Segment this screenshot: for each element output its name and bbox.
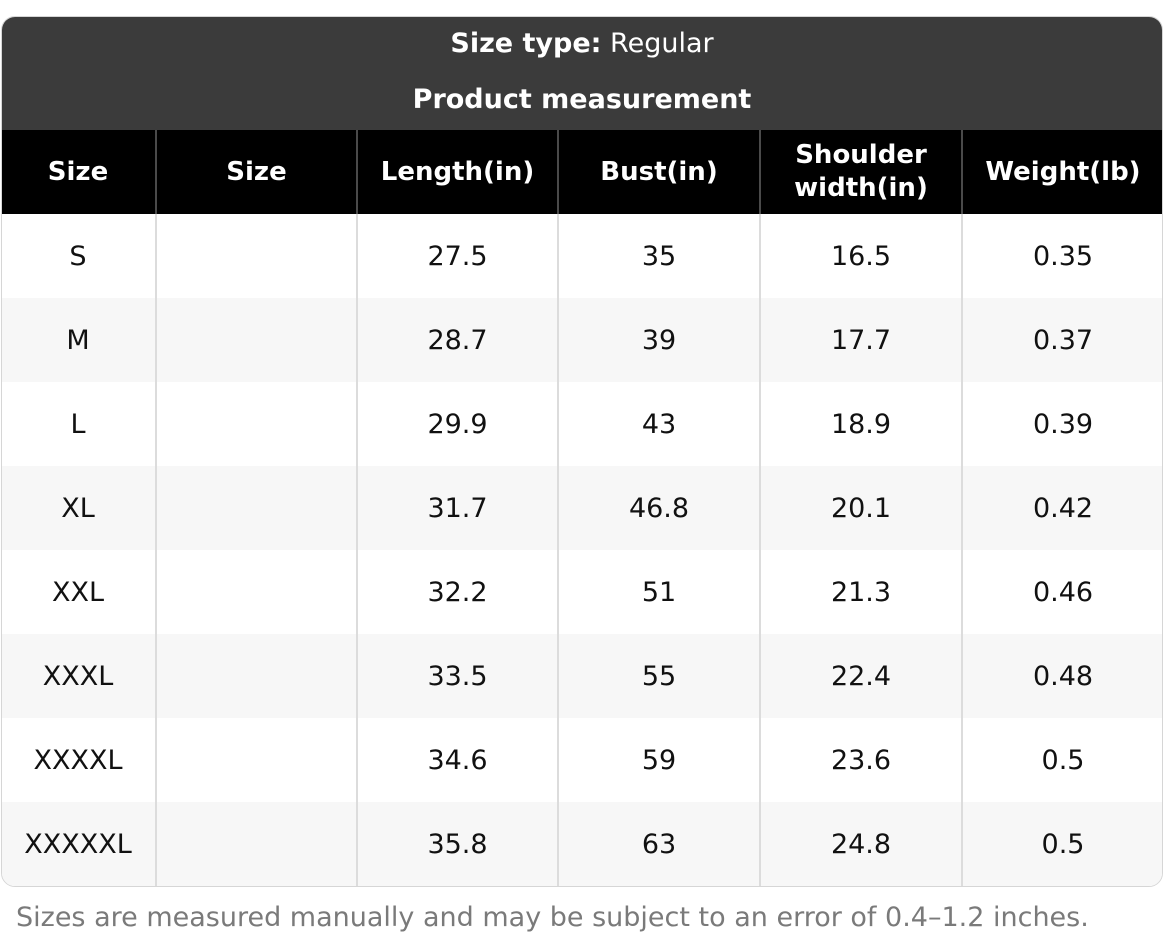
table-cell: XL	[2, 466, 156, 550]
table-row: S 27.5 35 16.5 0.35	[2, 214, 1162, 298]
table-cell: 23.6	[759, 718, 962, 802]
table-cell: M	[2, 298, 156, 382]
table-row: XL 31.7 46.8 20.1 0.42	[2, 466, 1162, 550]
size-chart-header: Size type: Regular Product measurement	[2, 17, 1162, 130]
table-cell	[155, 550, 357, 634]
table-cell: 24.8	[759, 802, 962, 886]
table-cell: 0.42	[961, 466, 1162, 550]
table-row: XXL 32.2 51 21.3 0.46	[2, 550, 1162, 634]
table-cell: 32.2	[356, 550, 558, 634]
table-cell: 34.6	[356, 718, 558, 802]
table-cell: XXXXXL	[2, 802, 156, 886]
table-cell: 35.8	[356, 802, 558, 886]
table-row: XXXXL 34.6 59 23.6 0.5	[2, 718, 1162, 802]
table-cell: 35	[557, 214, 760, 298]
table-cell: XXXXL	[2, 718, 156, 802]
size-chart-card: Size type: Regular Product measurement S…	[1, 16, 1163, 887]
table-row: M 28.7 39 17.7 0.37	[2, 298, 1162, 382]
table-header-row: Size Size Length(in) Bust(in) Shoulder w…	[2, 130, 1162, 214]
table-cell: 16.5	[759, 214, 962, 298]
table-cell: XXXL	[2, 634, 156, 718]
size-type-value: Regular	[610, 28, 714, 59]
table-cell: 51	[557, 550, 760, 634]
table-cell: XXL	[2, 550, 156, 634]
table-row: XXXXXL 35.8 63 24.8 0.5	[2, 802, 1162, 886]
product-measurement-title: Product measurement	[412, 84, 752, 115]
table-cell: 31.7	[356, 466, 558, 550]
size-type-line: Size type: Regular	[2, 27, 1162, 61]
table-cell: 55	[557, 634, 760, 718]
table-cell: L	[2, 382, 156, 466]
table-cell	[155, 634, 357, 718]
column-header: Weight(lb)	[961, 130, 1162, 214]
table-cell: 63	[557, 802, 760, 886]
table-cell: 46.8	[557, 466, 760, 550]
table-cell: 18.9	[759, 382, 962, 466]
table-cell: 0.48	[961, 634, 1162, 718]
table-cell	[155, 718, 357, 802]
table-cell: 33.5	[356, 634, 558, 718]
table-cell	[155, 214, 357, 298]
column-header: Bust(in)	[557, 130, 760, 214]
table-cell: 0.5	[961, 802, 1162, 886]
table-cell: 28.7	[356, 298, 558, 382]
column-header: Size	[155, 130, 357, 214]
table-cell: 0.35	[961, 214, 1162, 298]
table-row: XXXL 33.5 55 22.4 0.48	[2, 634, 1162, 718]
table-cell: 59	[557, 718, 760, 802]
column-header: Shoulder width(in)	[759, 130, 962, 214]
table-cell: 39	[557, 298, 760, 382]
table-cell	[155, 382, 357, 466]
table-cell	[155, 466, 357, 550]
column-header: Length(in)	[356, 130, 558, 214]
column-header: Size	[2, 130, 156, 214]
table-cell: 0.5	[961, 718, 1162, 802]
table-cell: 22.4	[759, 634, 962, 718]
size-type-label: Size type:	[450, 28, 602, 59]
table-cell: 0.39	[961, 382, 1162, 466]
table-cell	[155, 802, 357, 886]
table-cell	[155, 298, 357, 382]
measurement-disclaimer: Sizes are measured manually and may be s…	[16, 902, 1089, 933]
size-table: Size Size Length(in) Bust(in) Shoulder w…	[2, 130, 1162, 886]
table-cell: 0.37	[961, 298, 1162, 382]
table-cell: 29.9	[356, 382, 558, 466]
table-cell: 20.1	[759, 466, 962, 550]
table-cell: S	[2, 214, 156, 298]
table-row: L 29.9 43 18.9 0.39	[2, 382, 1162, 466]
table-cell: 21.3	[759, 550, 962, 634]
table-cell: 43	[557, 382, 760, 466]
table-cell: 17.7	[759, 298, 962, 382]
table-cell: 0.46	[961, 550, 1162, 634]
table-cell: 27.5	[356, 214, 558, 298]
